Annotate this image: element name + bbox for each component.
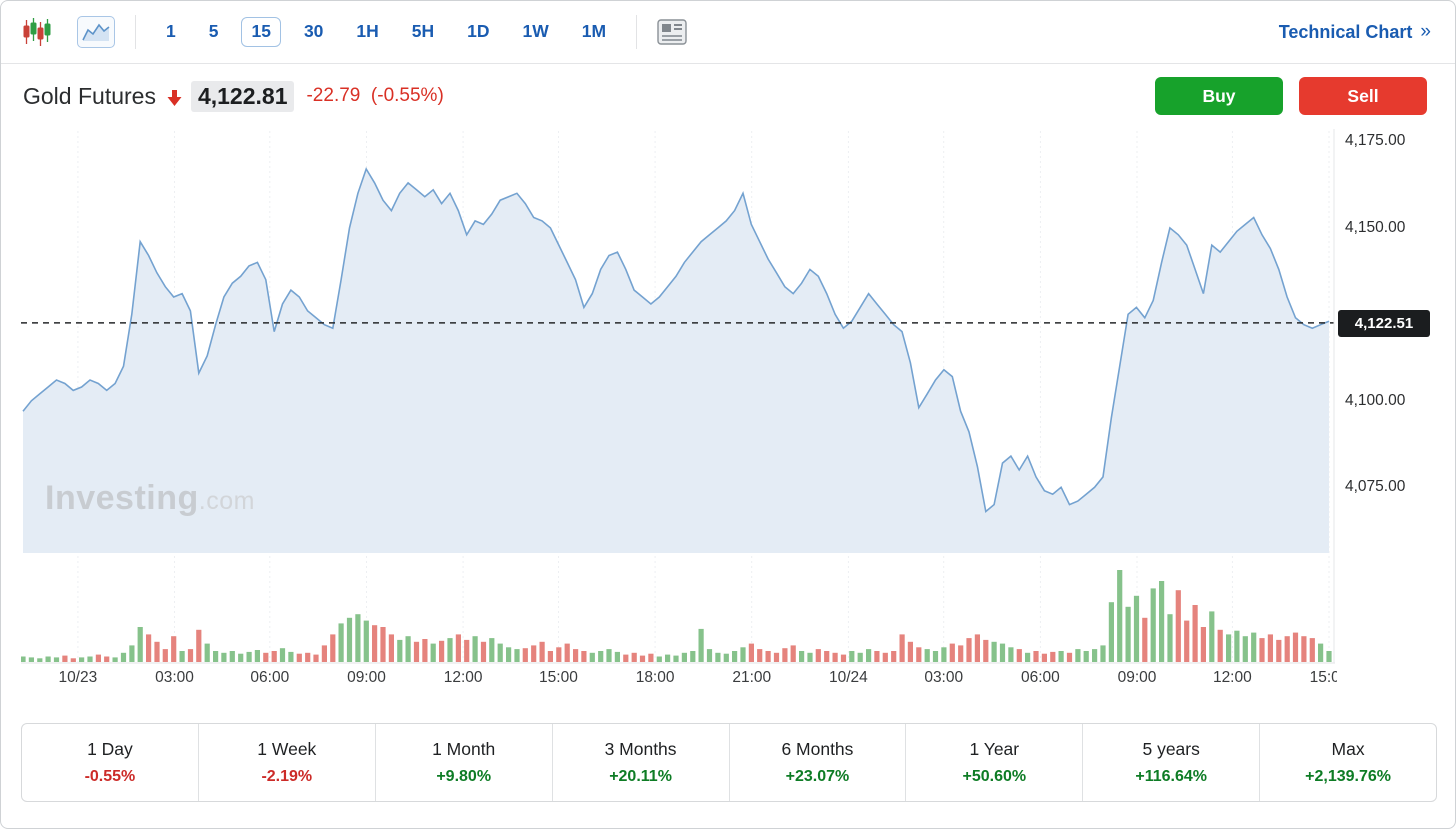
perf-label: 6 Months [781,739,854,759]
technical-chart-link[interactable]: Technical Chart » [1278,20,1433,43]
perf-label: 1 Day [87,739,133,759]
last-price-tag: 4,122.51 [1338,309,1430,337]
perf-label: 3 Months [604,739,677,759]
instrument-header: Gold Futures 4,122.81 -22.79 (-0.55%) Bu… [1,64,1455,128]
chart-toolbar: 1 5 15 30 1H 5H 1D 1W 1M Technical Chart » [1,1,1455,64]
perf-value: +20.11% [609,768,672,785]
x-tick: 15:00 [539,669,578,686]
candlestick-chart-button[interactable] [23,17,51,47]
timeframe-1w[interactable]: 1W [513,17,559,46]
news-button[interactable] [657,19,687,45]
y-tick: 4,100.00 [1345,391,1406,409]
x-tick: 09:00 [1117,669,1157,686]
perf-value: +23.07% [785,768,850,785]
timeframe-1h[interactable]: 1H [346,17,388,46]
price-change-value: -22.79 [306,85,361,106]
perf-cell-max: Max +2,139.76% [1260,724,1436,801]
last-price: 4,122.81 [190,80,295,112]
x-tick: 12:00 [1212,669,1252,686]
perf-label: 1 Month [432,739,496,759]
perf-cell-3-months: 3 Months +20.11% [553,724,730,801]
x-axis: 10/23 03:00 06:00 09:00 12:00 15:00 18:00 21:00… [21,669,1337,693]
area-chart-icon [82,23,110,41]
perf-value: +2,139.76% [1305,768,1391,785]
perf-cell-1-year: 1 Year +50.60% [906,724,1084,801]
x-tick: 06:00 [250,669,290,686]
timeframe-15[interactable]: 15 [241,17,281,47]
technical-chart-label: Technical Chart [1278,21,1413,42]
perf-value: +116.64% [1135,768,1207,785]
perf-value: +9.80% [436,768,492,785]
y-tick: 4,150.00 [1345,218,1406,236]
y-tick: 4,175.00 [1345,132,1406,150]
x-tick: 18:00 [635,669,675,686]
perf-cell-6-months: 6 Months +23.07% [730,724,907,801]
perf-label: 5 years [1142,739,1200,759]
x-tick: 03:00 [924,669,964,686]
timeframe-5h[interactable]: 5H [402,17,444,46]
timeframe-1[interactable]: 1 [156,17,186,46]
perf-cell-1-month: 1 Month +9.80% [376,724,553,801]
performance-strip: 1 Day -0.55% 1 Week -2.19% 1 Month +9.80% 3 Mo… [21,723,1437,802]
x-tick: 03:00 [155,669,194,686]
price-change-percent: (-0.55%) [370,85,444,106]
timeframe-1d[interactable]: 1D [457,17,499,46]
perf-cell-1-week: 1 Week -2.19% [199,724,376,801]
timeframe-30[interactable]: 30 [294,17,333,46]
instrument-title: Gold Futures [23,82,156,109]
candlestick-chart-icon [23,18,51,46]
x-tick: 10/23 [58,669,98,686]
perf-label: 1 Week [257,739,317,759]
perf-value: -0.55% [84,768,136,785]
y-tick: 4,075.00 [1345,478,1406,496]
price-down-arrow-icon [167,89,182,106]
news-icon [657,19,687,45]
trade-buttons: Buy Sell [1155,77,1427,115]
price-change: -22.79 (-0.55%) [306,85,443,107]
toolbar-divider [135,15,136,49]
y-axis: 4,175.00 4,150.00 4,100.00 4,075.00 [1345,129,1445,665]
perf-value: -2.19% [261,768,313,785]
x-tick: 10/24 [828,669,868,686]
timeframe-1m[interactable]: 1M [572,17,616,46]
timeframe-5[interactable]: 5 [199,17,229,46]
x-tick: 21:00 [732,669,772,686]
toolbar-divider [636,15,638,49]
perf-value: +50.60% [962,768,1027,785]
buy-button[interactable]: Buy [1155,77,1283,115]
x-tick: 12:00 [443,669,483,686]
area-chart-button[interactable] [77,16,115,48]
perf-cell-1-day: 1 Day -0.55% [22,724,199,801]
sell-button[interactable]: Sell [1299,77,1427,115]
double-chevron-right-icon: » [1420,20,1431,42]
perf-cell-5-years: 5 years +116.64% [1083,724,1261,801]
x-tick: 09:00 [347,669,386,686]
x-tick: 06:00 [1020,669,1060,686]
price-chart-svg[interactable] [21,129,1335,665]
perf-label: Max [1331,739,1365,759]
timeframe-group: 1 5 15 30 1H 5H 1D 1W 1M [156,17,616,47]
x-tick: 15:00 [1309,669,1337,686]
perf-label: 1 Year [969,739,1020,759]
